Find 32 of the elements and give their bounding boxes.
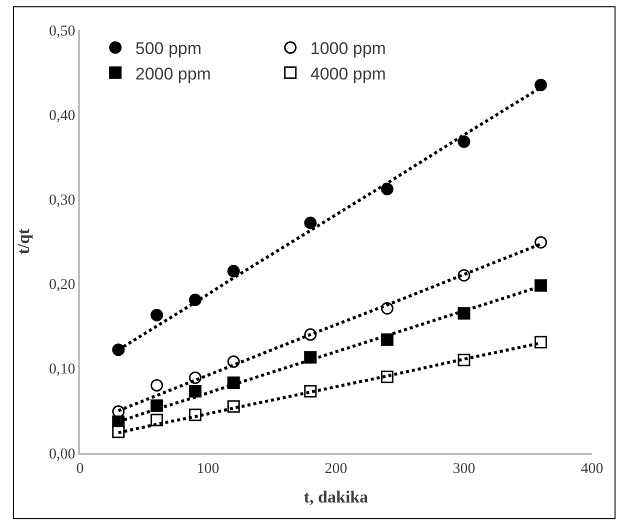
point [458, 135, 470, 148]
point [304, 351, 317, 364]
x-tick-label: 100 [196, 460, 220, 477]
point [534, 279, 548, 292]
point [534, 236, 548, 249]
point [150, 379, 164, 392]
point [150, 399, 164, 412]
point [150, 308, 164, 322]
legend-label: 500 ppm [135, 39, 202, 58]
point [227, 264, 240, 278]
legend-label: 1000 ppm [310, 39, 386, 58]
point [188, 384, 202, 398]
point [380, 182, 394, 196]
point [112, 344, 125, 356]
point [304, 216, 317, 230]
x-tick-label: 300 [452, 460, 476, 477]
x-axis-title: t, dakika [304, 488, 369, 507]
point [534, 336, 548, 348]
point [112, 426, 125, 438]
y-tick-label: 0,40 [49, 108, 76, 124]
x-tick-label: 200 [324, 460, 348, 477]
y-tick-label: 0,20 [49, 277, 76, 294]
legend-label: 4000 ppm [310, 64, 386, 84]
y-tick-label: 0,30 [49, 192, 76, 208]
legend-label: 2000 ppm [135, 64, 211, 84]
y-tick-label: 0,00 [49, 446, 76, 462]
y-tick-label: 0,10 [49, 362, 76, 378]
x-tick-label: 400 [580, 460, 604, 477]
point [534, 78, 548, 92]
y-axis-title: t/qt [14, 228, 34, 254]
y-tick-label: 0,50 [49, 23, 76, 40]
x-tick-label: 0 [76, 460, 84, 477]
